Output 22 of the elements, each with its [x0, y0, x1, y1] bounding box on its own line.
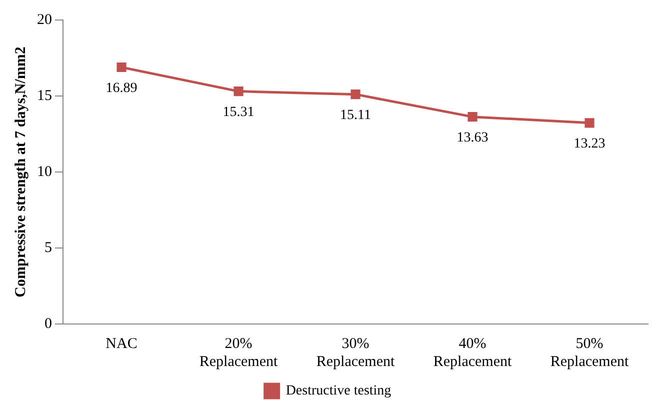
data-label: 15.31: [222, 104, 254, 120]
x-tick-label: 40% Replacement: [433, 336, 512, 370]
x-tick-label: 30% Replacement: [316, 336, 396, 370]
y-tick-label: 0: [44, 316, 52, 332]
point: [350, 90, 360, 100]
point: [584, 118, 594, 128]
x-tick-label: 20% Replacement: [199, 336, 278, 370]
point: [468, 112, 478, 122]
x-tick-label: NAC: [106, 336, 138, 352]
data-label: 13.23: [574, 136, 606, 152]
y-tick-label: 10: [37, 164, 52, 180]
point: [116, 62, 126, 72]
data-label: 15.11: [340, 108, 371, 123]
y-axis-title: Compressive strength at 7 days,N/mm2: [12, 46, 29, 298]
y-tick-label: 5: [44, 240, 52, 256]
data-label: 13.63: [456, 130, 488, 146]
y-tick-label: 20: [37, 12, 52, 28]
x-tick-label: 50% Replacement: [550, 336, 630, 370]
legend-label: Destructive testing: [286, 384, 392, 399]
data-label: 16.89: [106, 80, 138, 96]
y-tick-label: 15: [37, 88, 52, 104]
point: [234, 86, 244, 96]
